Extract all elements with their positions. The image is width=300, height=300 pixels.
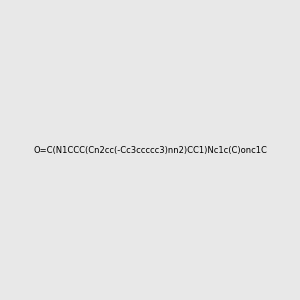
Text: O=C(N1CCC(Cn2cc(-Cc3ccccc3)nn2)CC1)Nc1c(C)onc1C: O=C(N1CCC(Cn2cc(-Cc3ccccc3)nn2)CC1)Nc1c(… — [33, 146, 267, 154]
